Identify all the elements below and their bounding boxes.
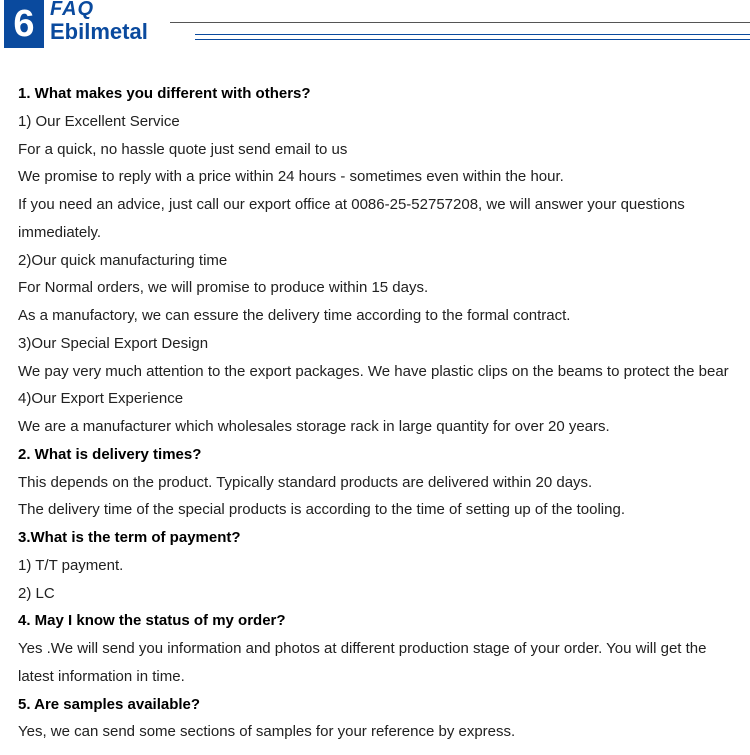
header: 6 FAQ Ebilmetal [0, 0, 750, 50]
header-rule-double [195, 34, 750, 40]
faq-question-2: 2. What is delivery times? [18, 441, 736, 469]
faq-q3-line1: 1) T/T payment. [18, 552, 736, 580]
faq-q1-p1-line2: We promise to reply with a price within … [18, 163, 736, 191]
faq-q5-line1: Yes, we can send some sections of sample… [18, 718, 736, 746]
faq-question-3: 3.What is the term of payment? [18, 524, 736, 552]
faq-label: FAQ [50, 0, 148, 21]
faq-q1-p3-line1: We pay very much attention to the export… [18, 358, 736, 386]
faq-q1-p3-label: 3)Our Special Export Design [18, 330, 736, 358]
faq-question-1: 1. What makes you different with others? [18, 80, 736, 108]
header-titles: FAQ Ebilmetal [50, 0, 148, 45]
faq-q1-p2-line2: As a manufactory, we can essure the deli… [18, 302, 736, 330]
header-rule-top [170, 22, 750, 23]
brand-name: Ebilmetal [50, 19, 148, 45]
faq-q2-line2: The delivery time of the special product… [18, 496, 736, 524]
faq-q4-line1: Yes .We will send you information and ph… [18, 635, 736, 691]
section-number-badge: 6 [4, 0, 44, 48]
faq-q1-p1-label: 1) Our Excellent Service [18, 108, 736, 136]
faq-q2-line1: This depends on the product. Typically s… [18, 469, 736, 497]
faq-q1-p1-line3: If you need an advice, just call our exp… [18, 191, 736, 247]
faq-q1-p4-line1: We are a manufacturer which wholesales s… [18, 413, 736, 441]
faq-question-4: 4. May I know the status of my order? [18, 607, 736, 635]
faq-question-5: 5. Are samples available? [18, 691, 736, 719]
faq-q1-p1-line1: For a quick, no hassle quote just send e… [18, 136, 736, 164]
faq-q3-line2: 2) LC [18, 580, 736, 608]
faq-q1-p2-label: 2)Our quick manufacturing time [18, 247, 736, 275]
faq-content: 1. What makes you different with others?… [0, 80, 750, 746]
faq-q1-p4-label: 4)Our Export Experience [18, 385, 736, 413]
faq-q1-p2-line1: For Normal orders, we will promise to pr… [18, 274, 736, 302]
